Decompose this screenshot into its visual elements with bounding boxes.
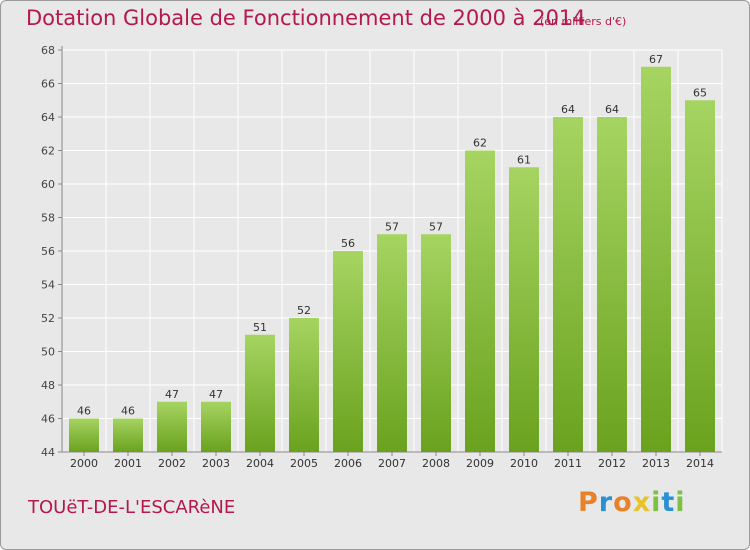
proxiti-logo[interactable]: Proxiti (578, 487, 686, 518)
chart-subtitle: (en milliers d'€) (540, 15, 627, 28)
y-tick-label: 60 (41, 178, 55, 191)
bar-value-label: 57 (385, 220, 399, 233)
x-tick-label: 2007 (378, 457, 406, 470)
bar-value-label: 57 (429, 220, 443, 233)
y-tick-label: 52 (41, 312, 55, 325)
x-tick-label: 2004 (246, 457, 274, 470)
bar-value-label: 46 (121, 405, 135, 418)
bar-value-label: 62 (473, 137, 487, 150)
bar-value-label: 52 (297, 304, 311, 317)
bar (685, 100, 715, 452)
bar (157, 401, 187, 452)
bar-value-label: 56 (341, 237, 355, 250)
bar (377, 234, 407, 452)
commune-name: TOUëT-DE-L'ESCARèNE (28, 497, 236, 518)
bar (69, 418, 99, 452)
bar (245, 334, 275, 452)
logo-letter: x (632, 487, 652, 518)
y-tick-label: 68 (41, 44, 55, 57)
chart-title: Dotation Globale de Fonctionnement de 20… (26, 6, 586, 30)
bar (465, 150, 495, 452)
y-tick-label: 54 (41, 279, 55, 292)
logo-letter: i (675, 487, 686, 518)
bar-value-label: 47 (209, 388, 223, 401)
bar-value-label: 47 (165, 388, 179, 401)
y-tick-label: 66 (41, 78, 55, 91)
bar-value-label: 61 (517, 153, 531, 166)
y-tick-label: 56 (41, 245, 55, 258)
x-tick-label: 2003 (202, 457, 230, 470)
logo-letter: P (578, 487, 599, 518)
x-tick-label: 2011 (554, 457, 582, 470)
bar (641, 66, 671, 452)
y-tick-label: 58 (41, 212, 55, 225)
y-tick-label: 46 (41, 413, 55, 426)
y-tick-label: 44 (41, 446, 55, 459)
bar (201, 401, 231, 452)
bar-value-label: 64 (561, 103, 575, 116)
bar (113, 418, 143, 452)
x-tick-label: 2001 (114, 457, 142, 470)
bar (421, 234, 451, 452)
bar (333, 251, 363, 452)
bar (289, 318, 319, 452)
x-tick-label: 2014 (686, 457, 714, 470)
x-tick-label: 2006 (334, 457, 362, 470)
x-tick-label: 2002 (158, 457, 186, 470)
y-tick-label: 64 (41, 111, 55, 124)
y-tick-label: 62 (41, 145, 55, 158)
bar-value-label: 51 (253, 321, 267, 334)
x-tick-label: 2009 (466, 457, 494, 470)
bar-value-label: 67 (649, 53, 663, 66)
y-tick-label: 48 (41, 379, 55, 392)
x-tick-label: 2008 (422, 457, 450, 470)
bar-value-label: 46 (77, 405, 91, 418)
bar-value-label: 64 (605, 103, 619, 116)
bar (597, 117, 627, 452)
logo-letter: r (598, 487, 614, 518)
x-tick-label: 2013 (642, 457, 670, 470)
x-tick-label: 2005 (290, 457, 318, 470)
x-tick-label: 2010 (510, 457, 538, 470)
bar (509, 167, 539, 452)
y-tick-label: 50 (41, 346, 55, 359)
logo-letter: o (613, 487, 633, 518)
bar (553, 117, 583, 452)
logo-letter: t (661, 487, 676, 518)
logo-letter: i (651, 487, 662, 518)
bar-value-label: 65 (693, 86, 707, 99)
labels: 46 2000 46 2001 47 2002 47 2003 51 2004 52 2005 56 20… (70, 53, 714, 470)
x-tick-label: 2012 (598, 457, 626, 470)
bars (69, 66, 715, 452)
x-tick-label: 2000 (70, 457, 98, 470)
